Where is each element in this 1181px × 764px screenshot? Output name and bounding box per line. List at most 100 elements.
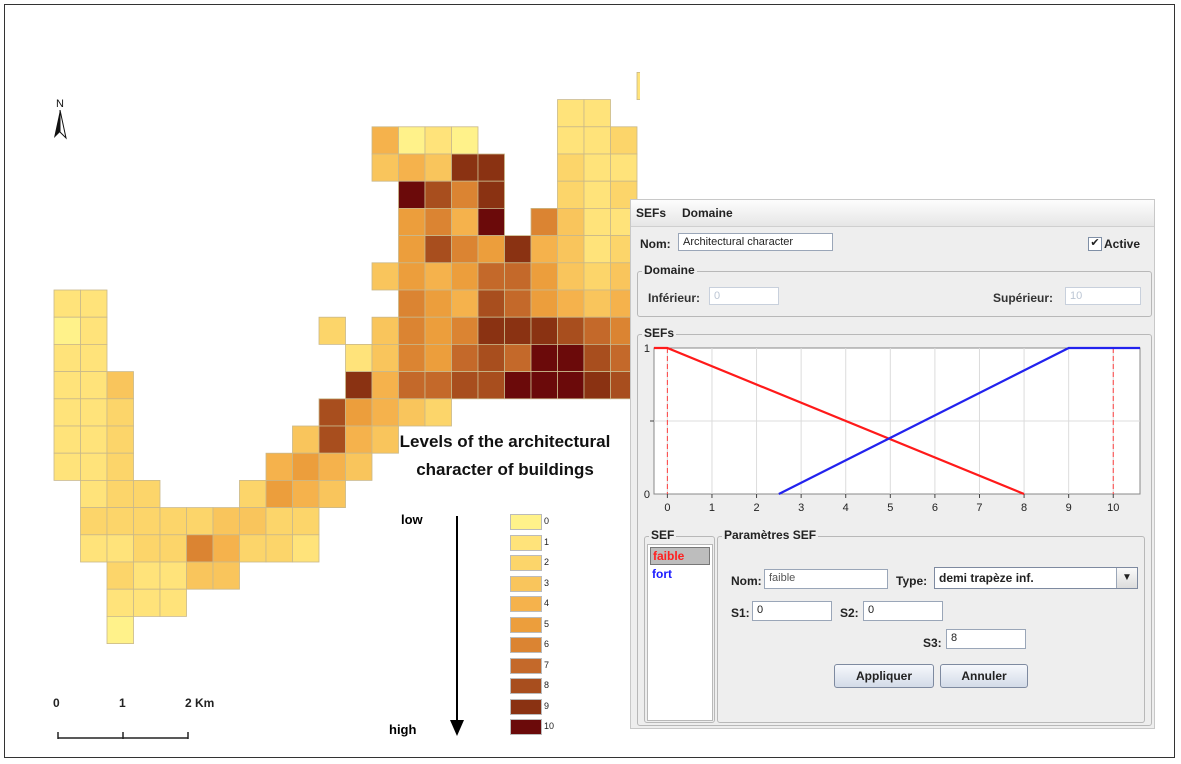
sef-list-group: SEF [644, 528, 715, 723]
chevron-down-icon[interactable]: ▼ [1116, 568, 1137, 588]
map-cell [53, 398, 81, 427]
map-cell [80, 289, 108, 318]
scale-tick-2: 2 Km [185, 696, 215, 710]
sefs-group: SEFs [637, 326, 1152, 726]
menu-domaine[interactable]: Domaine [682, 206, 733, 220]
map-cell [318, 479, 346, 508]
map-cell [345, 452, 373, 481]
legend-swatch [510, 678, 542, 694]
map-cell [53, 289, 81, 318]
inferieur-field[interactable]: 0 [709, 287, 779, 305]
type-select[interactable]: demi trapèze inf. ▼ [934, 567, 1138, 589]
legend-label: 4 [544, 598, 550, 608]
map-cell [133, 561, 161, 590]
map-cell [398, 153, 426, 182]
s2-field[interactable]: 0 [863, 601, 943, 621]
map-cell [424, 207, 452, 236]
apply-button[interactable]: Appliquer [834, 664, 934, 688]
map-cell [504, 316, 532, 345]
map-cell [583, 207, 611, 236]
legend-arrow-shaft [456, 516, 458, 724]
figure-frame [4, 4, 1175, 758]
map-cell [424, 343, 452, 372]
map-cell [265, 534, 293, 563]
scale-bar: 0 1 2 Km [40, 696, 230, 746]
legend-label: 1 [544, 536, 550, 547]
map-cell [345, 398, 373, 427]
s1-label: S1: [731, 606, 750, 620]
legend-swatch [510, 616, 542, 633]
superieur-field[interactable]: 10 [1065, 287, 1141, 305]
map-cell [345, 425, 373, 454]
chart-x-tick-label: 6 [932, 502, 938, 514]
map-cell [106, 479, 134, 508]
sef-list[interactable]: faible fort [647, 544, 713, 721]
map-cell [398, 289, 426, 318]
legend-label: 7 [544, 659, 550, 670]
map-cell [80, 398, 108, 427]
menu-bar: SEFs Domaine [631, 200, 1154, 227]
cancel-button[interactable]: Annuler [940, 664, 1028, 688]
map-cell [133, 534, 161, 563]
map-cell [504, 343, 532, 372]
s1-field[interactable]: 0 [752, 601, 832, 621]
legend-swatch [510, 637, 542, 653]
legend-label: 9 [544, 700, 550, 711]
map-cell [530, 207, 558, 236]
map-cell [451, 180, 479, 209]
map-cell [133, 479, 161, 508]
chart-x-tick-label: 4 [843, 502, 849, 514]
chart-x-tick-label: 10 [1107, 502, 1119, 514]
active-checkbox[interactable]: ✔ [1088, 237, 1102, 251]
legend-item: 7 [510, 657, 570, 674]
chart-x-tick-label: 1 [709, 502, 715, 514]
map-cell [292, 452, 320, 481]
map-cell [477, 262, 505, 291]
choropleth-map [53, 72, 640, 645]
down-arrow-icon [450, 720, 464, 736]
chart-series-fort [778, 346, 1140, 495]
sef-list-item-faible[interactable]: faible [650, 547, 710, 565]
s3-field[interactable]: 8 [946, 629, 1026, 649]
map-cell [583, 343, 611, 372]
sef-list-group-title: SEF [649, 528, 677, 542]
legend-item: 9 [510, 698, 570, 715]
legend-title: Levels of the architectural character of… [380, 428, 630, 484]
map-cell [557, 235, 585, 264]
map-cell [318, 398, 346, 427]
map-cell [106, 534, 134, 563]
map-cell [557, 316, 585, 345]
menu-sefs[interactable]: SEFs [636, 206, 667, 220]
legend-swatch [510, 657, 542, 674]
chart-series-faible [654, 346, 1025, 496]
sef-list-item-fort[interactable]: fort [652, 567, 672, 581]
map-cell [186, 507, 214, 536]
map-cell [557, 371, 585, 400]
legend-item: 2 [510, 555, 570, 571]
params-group-title: Paramètres SEF [722, 528, 819, 542]
map-cell [557, 207, 585, 236]
legend-swatch [510, 555, 542, 571]
membership-function-chart: 0 1 2 3 4 5 6 7 8 9 10 0 1 [644, 343, 1141, 514]
map-cell [371, 126, 399, 155]
map-cell [345, 343, 373, 372]
map-cell [186, 534, 214, 563]
map-cell [371, 343, 399, 372]
legend-label: 10 [544, 721, 555, 731]
map-cell [451, 207, 479, 236]
map-cell [80, 316, 108, 345]
map-cell [292, 534, 320, 563]
map-cell [477, 316, 505, 345]
chart-x-tick-label: 2 [753, 502, 759, 514]
map-cell [583, 235, 611, 264]
legend-swatch [510, 514, 542, 530]
map-cell [106, 452, 134, 481]
param-nom-field[interactable]: faible [764, 569, 888, 589]
map-cell [530, 289, 558, 318]
chart-y-tick-label: 1 [644, 343, 650, 355]
map-cell [318, 316, 346, 345]
chart-x-tick-label: 3 [798, 502, 804, 514]
nom-field[interactable]: Architectural character [678, 233, 833, 251]
map-cell [239, 534, 267, 563]
map-cell [451, 262, 479, 291]
